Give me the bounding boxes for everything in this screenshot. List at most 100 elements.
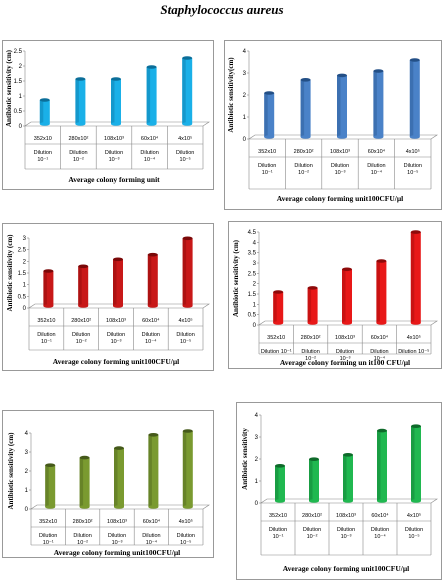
bar-front xyxy=(337,75,347,137)
dilution-label: 10⁻³ xyxy=(111,339,122,345)
dilution-label: Dilution 10⁻⁵ xyxy=(398,348,429,355)
bar-top xyxy=(148,433,159,437)
bar xyxy=(114,446,124,509)
dilution-label: 10⁻² xyxy=(76,339,87,345)
bar-bottom xyxy=(148,505,159,509)
bar-front xyxy=(113,259,123,306)
y-tick-label: 3 xyxy=(253,261,257,267)
bar-shade xyxy=(75,79,79,124)
dilution-label: Dilution xyxy=(142,533,160,539)
bar-bottom xyxy=(309,499,319,503)
category-label: 60x10⁴ xyxy=(142,317,160,324)
bar-shade xyxy=(113,259,117,306)
category-label: 4x10⁵ xyxy=(178,317,192,324)
category-label: 4x10⁵ xyxy=(407,334,421,341)
y-axis-title: Antibiotic sensitivity xyxy=(241,428,249,490)
bar-front xyxy=(147,254,158,306)
bar xyxy=(307,286,318,325)
y-tick-label: 4 xyxy=(253,240,257,246)
x-axis-title: Average colony forming unit100CFU/µl xyxy=(283,564,409,573)
dilution-label: Dilution xyxy=(107,332,125,338)
dilution-label: 10⁻³ xyxy=(341,534,352,540)
dilution-label: Dilution xyxy=(294,163,312,169)
chart-svg: 0 0.5 1 1.5 2 2.5 3 3.5 4 4.5 352x10 Dilution 10⁻¹ 2… xyxy=(232,230,438,367)
category-label: 60x10⁴ xyxy=(371,512,389,519)
bar-bottom xyxy=(79,505,90,509)
bar-front xyxy=(43,271,54,306)
y-tick-label: 2.5 xyxy=(18,248,27,254)
y-tick-label: 2.5 xyxy=(14,49,23,55)
bar-bottom xyxy=(182,505,193,509)
category-label: 4x10⁵ xyxy=(179,518,193,525)
bar xyxy=(43,269,54,308)
chart-svg: 00.511.522.53352x10Dilution10⁻¹280x10²Di… xyxy=(6,234,210,366)
bar xyxy=(39,98,50,126)
bar-top xyxy=(300,78,311,82)
bar-bottom xyxy=(45,505,56,509)
category-label: 352x10 xyxy=(269,513,287,519)
bar-shade xyxy=(182,238,187,306)
bar-top xyxy=(45,463,56,467)
y-tick-label: 3 xyxy=(23,236,27,242)
bar-top xyxy=(79,455,90,460)
bar-shade xyxy=(182,58,186,124)
dilution-label: Dilution xyxy=(69,150,87,156)
y-tick-label: 3 xyxy=(243,71,247,77)
bar-bottom xyxy=(342,321,352,325)
y-tick-label: 4 xyxy=(255,413,259,419)
bar-bottom xyxy=(343,499,353,503)
dilution-label: Dilution xyxy=(371,527,389,533)
y-tick-label: 1 xyxy=(243,115,247,121)
dilution-label: Dilution xyxy=(336,349,354,355)
x-axis-title: Average colony forming unit100CFU/µl xyxy=(53,357,179,366)
chart-svg: 01234352x10Dilution10⁻¹280x10²Dilution10… xyxy=(227,49,438,203)
bar-shade xyxy=(264,93,268,137)
bar-bottom xyxy=(275,499,285,503)
category-label: 108x10³ xyxy=(336,513,356,519)
bar-front xyxy=(300,79,311,137)
dilution-label: Dilution xyxy=(176,150,194,156)
bar xyxy=(182,236,193,308)
dilution-label: Dilution xyxy=(105,150,123,156)
bar-shade xyxy=(78,266,82,306)
y-tick-label: 3.5 xyxy=(248,251,257,257)
category-label: 108x10³ xyxy=(106,318,126,324)
bar-bottom xyxy=(300,135,311,139)
bar-top xyxy=(373,69,384,73)
bar-shade xyxy=(147,254,152,306)
bar-shade xyxy=(410,232,415,323)
bar xyxy=(377,428,387,503)
bar-top xyxy=(111,77,121,81)
bar-top xyxy=(376,259,387,263)
y-tick-label: 0.5 xyxy=(18,294,27,300)
dilution-label: Dilution xyxy=(269,527,287,533)
dilution-label: Dilution xyxy=(34,150,52,156)
bar-front xyxy=(182,431,193,507)
bar-top xyxy=(342,267,352,272)
bar-top xyxy=(411,424,421,428)
category-label: 352x10 xyxy=(34,136,52,142)
bar-shade xyxy=(79,457,84,507)
bar-shade xyxy=(111,79,115,124)
bar-bottom xyxy=(376,321,387,325)
dilution-label: 10⁻⁴ xyxy=(146,539,158,546)
bar-front xyxy=(45,465,56,507)
dilution-label: Dilution xyxy=(405,527,423,533)
bar xyxy=(373,69,384,139)
bar-front xyxy=(75,79,86,124)
bar-shade xyxy=(273,292,277,323)
y-axis-title: Antibiotic sensitivity (cm) xyxy=(7,432,15,510)
bar-bottom xyxy=(43,304,54,308)
bar-top xyxy=(309,457,319,461)
bar-bottom xyxy=(146,122,157,126)
chart-panel-dark-red: 0 0.5 1 1.5 2 2.5 3 352x10 Dilution 10⁻¹ 280x10² Di… xyxy=(2,223,214,371)
bar-shade xyxy=(409,60,414,137)
y-tick-label: 1 xyxy=(253,302,257,308)
dilution-label: 10⁻² xyxy=(307,534,318,540)
bar-front xyxy=(343,454,353,501)
dilution-label: 10⁻⁴ xyxy=(145,338,157,345)
figure-title: Staphylococcus aureus xyxy=(160,2,284,17)
dilution-label: 10⁻² xyxy=(298,170,309,176)
dilution-label: 10⁻⁵ xyxy=(407,169,418,176)
dilution-label: Dilution xyxy=(301,349,319,355)
